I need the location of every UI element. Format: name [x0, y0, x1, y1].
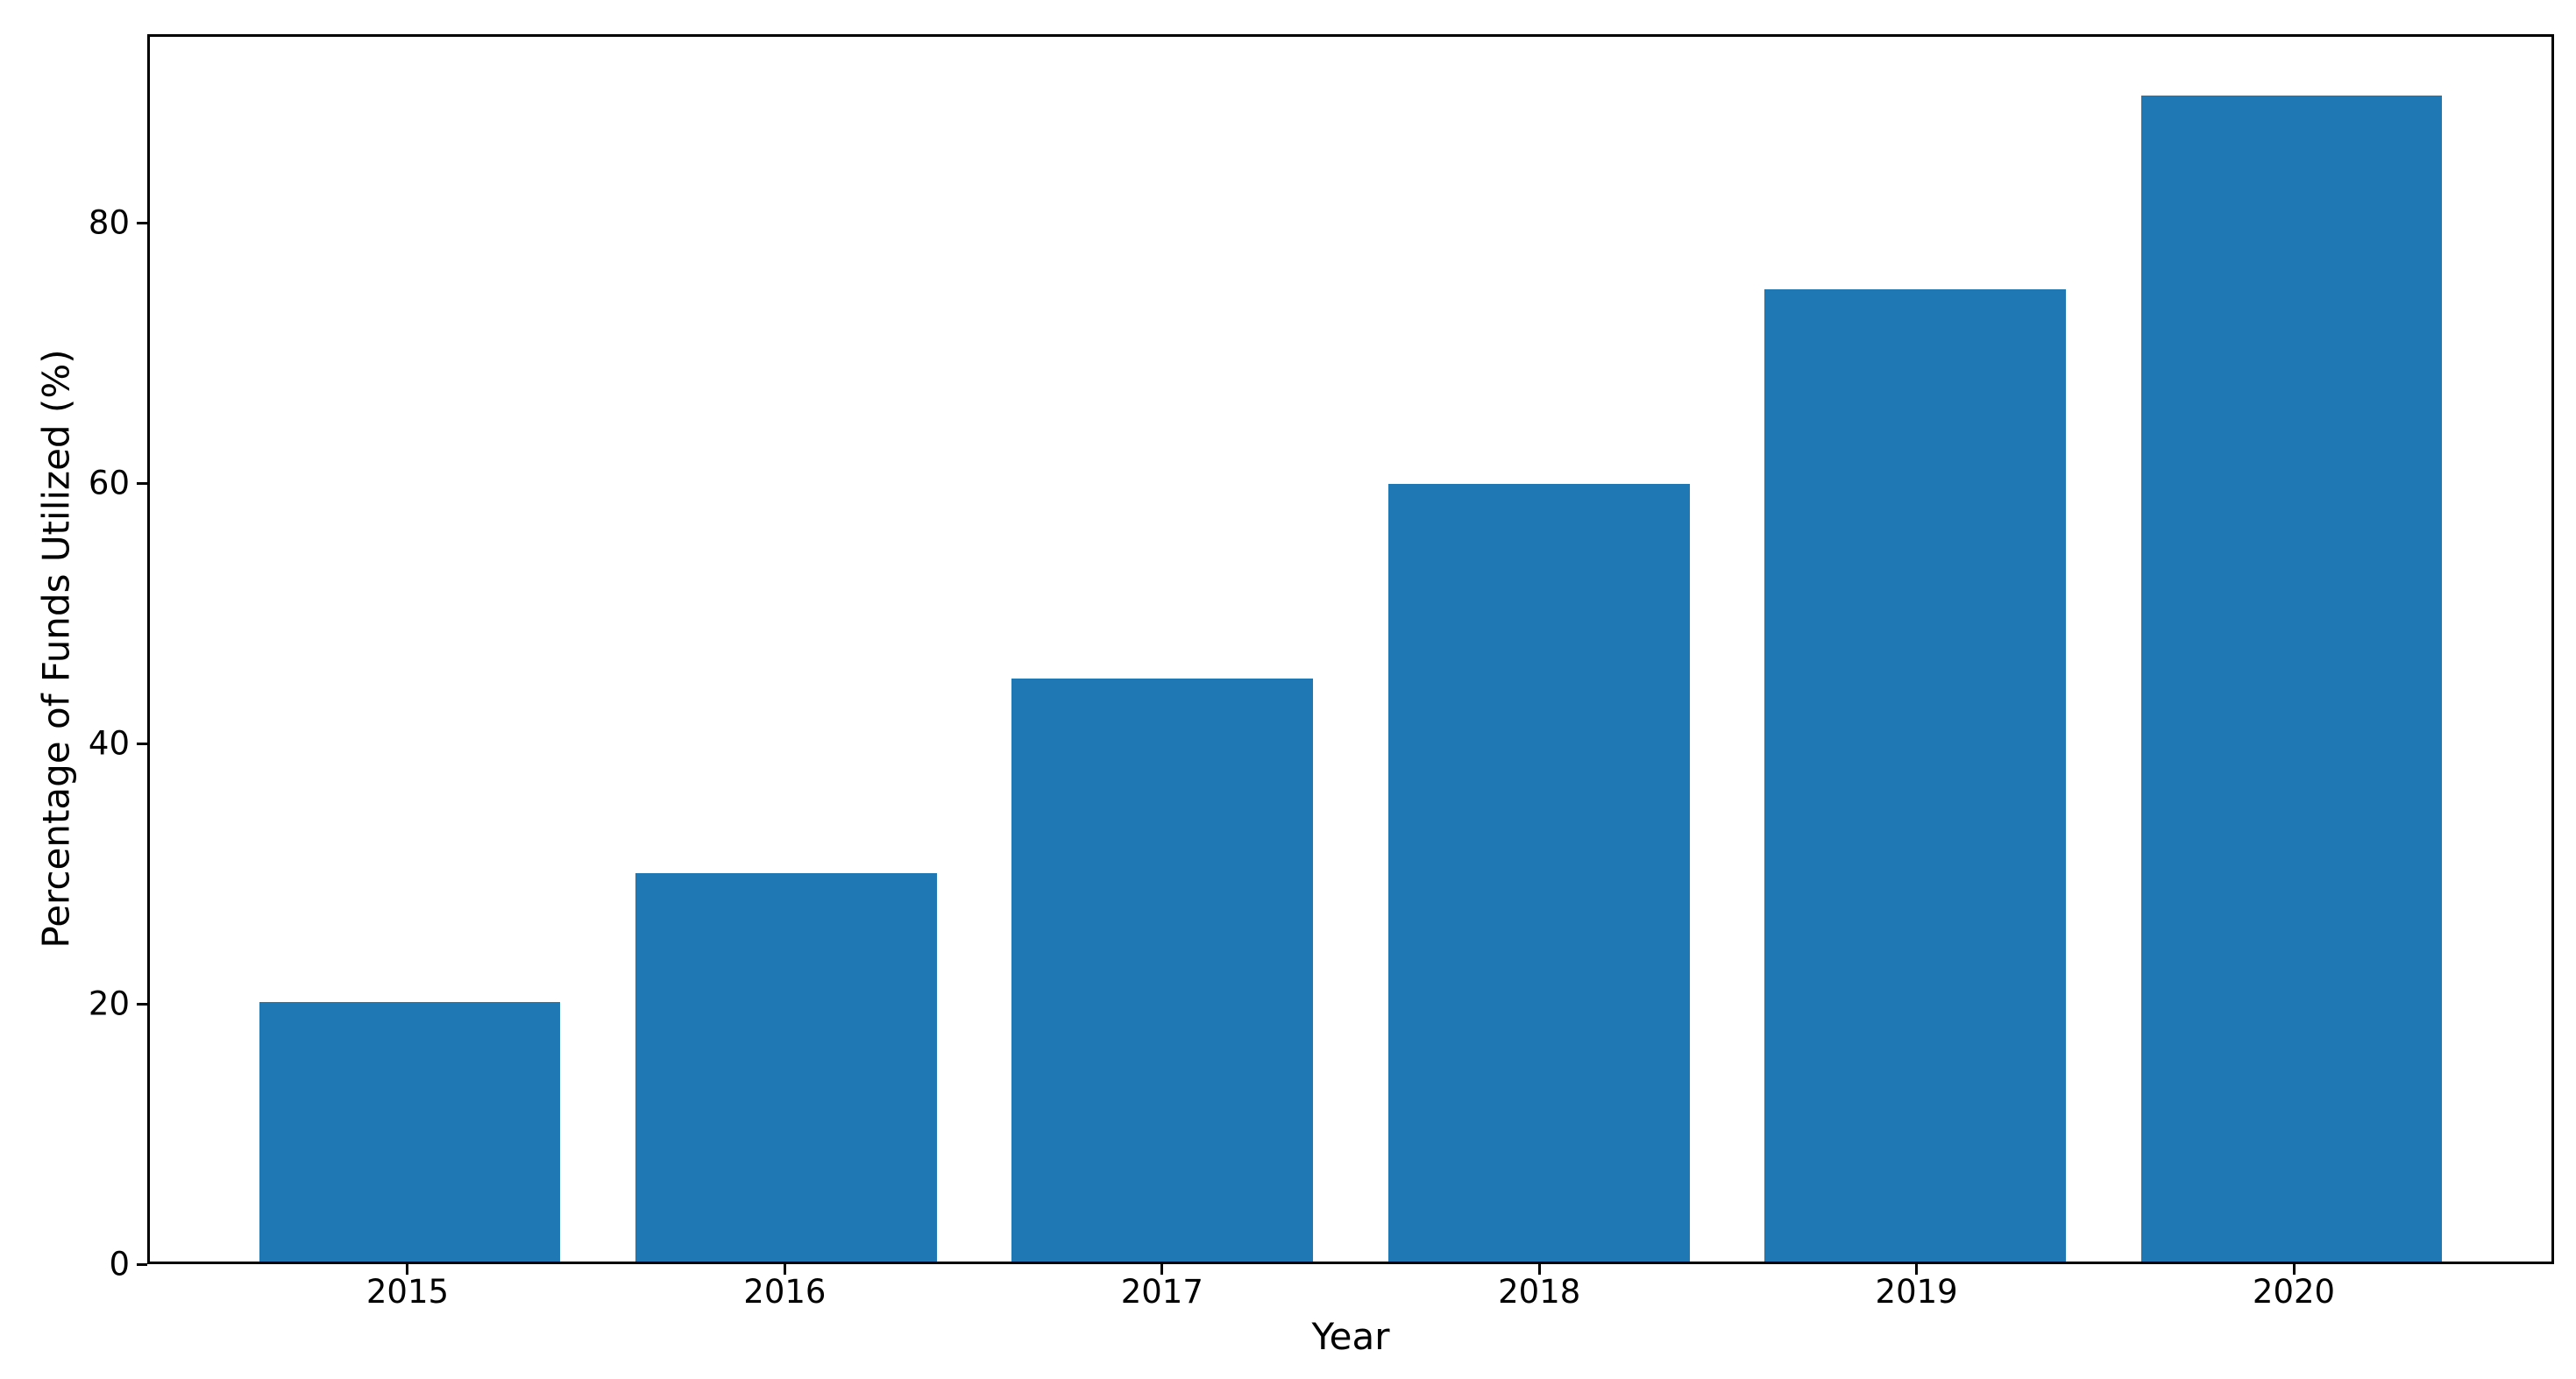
bar-2016 [635, 872, 937, 1262]
y-tick-mark-80 [137, 221, 147, 224]
x-tick-mark-2015 [406, 1264, 409, 1275]
x-tick-label-2020: 2020 [2252, 1273, 2336, 1311]
bar-2018 [1387, 484, 1690, 1262]
x-tick-label-2019: 2019 [1875, 1273, 1958, 1311]
y-tick-label-20: 20 [88, 984, 130, 1023]
y-tick-mark-60 [137, 481, 147, 485]
y-tick-label-0: 0 [109, 1245, 130, 1283]
x-tick-mark-2016 [783, 1264, 786, 1275]
x-tick-label-2018: 2018 [1498, 1273, 1581, 1311]
y-tick-label-40: 40 [88, 724, 130, 763]
bar-2019 [1764, 289, 2066, 1262]
x-tick-label-2016: 2016 [743, 1273, 827, 1311]
x-tick-mark-2017 [1160, 1264, 1164, 1275]
bar-2015 [259, 1002, 561, 1262]
x-tick-mark-2019 [1915, 1264, 1919, 1275]
y-tick-label-60: 60 [88, 464, 130, 502]
y-tick-label-80: 80 [88, 203, 130, 242]
y-tick-mark-20 [137, 1002, 147, 1006]
y-axis-label: Percentage of Funds Utilized (%) [34, 349, 78, 949]
bar-2020 [2140, 95, 2443, 1262]
bar-2017 [1011, 678, 1314, 1262]
plot-area [147, 34, 2554, 1264]
x-axis-label: Year [1311, 1315, 1390, 1358]
x-tick-mark-2018 [1537, 1264, 1541, 1275]
x-tick-label-2015: 2015 [365, 1273, 450, 1311]
y-tick-mark-40 [137, 742, 147, 745]
y-tick-mark-0 [137, 1262, 147, 1266]
x-tick-label-2017: 2017 [1120, 1273, 1203, 1311]
x-tick-mark-2020 [2292, 1264, 2296, 1275]
